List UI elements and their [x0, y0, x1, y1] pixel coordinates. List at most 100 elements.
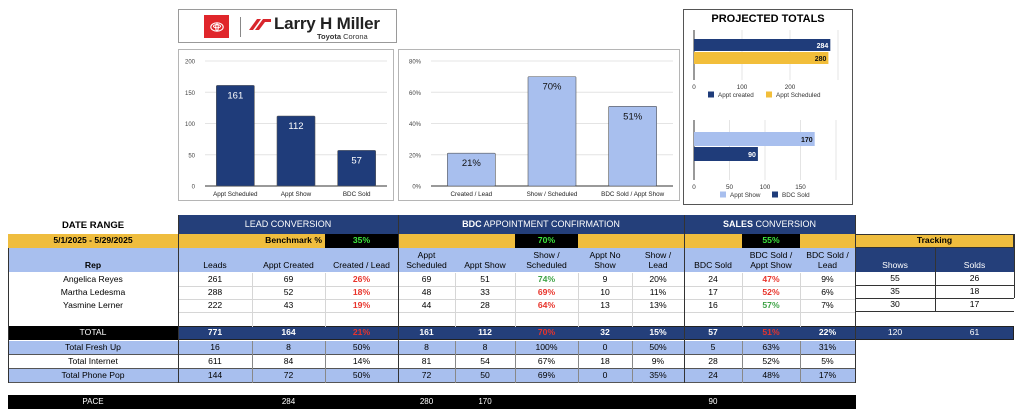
- total-bdc-sold-appt-show: 51%: [762, 327, 780, 338]
- column-header-bdc-sold-appt-show[interactable]: BDC Sold / Appt Show: [742, 248, 800, 272]
- source-show-scheduled: 67%: [537, 356, 556, 367]
- x-tick-label: 0: [692, 84, 696, 91]
- rep-bdc-sold: 17: [708, 286, 718, 297]
- column-header-rep[interactable]: Rep: [8, 248, 178, 272]
- source-appt-no-show: 18: [600, 356, 610, 367]
- source-name: Total Internet: [68, 356, 118, 367]
- rep-appt-scheduled: 44: [421, 299, 432, 310]
- y-tick-label: 0: [192, 185, 196, 191]
- source-show-scheduled: 100%: [535, 342, 558, 353]
- source-leads: 144: [207, 370, 223, 381]
- projected-totals-title: PROJECTED TOTALS: [711, 13, 825, 25]
- total-appt-scheduled: 161: [419, 327, 434, 338]
- total-bdc-sold-lead: 22%: [818, 327, 837, 338]
- x-tick-label: 50: [726, 184, 734, 191]
- column-divider: [8, 248, 9, 383]
- data-label: 21%: [462, 158, 482, 169]
- data-label: 112: [288, 121, 303, 132]
- projected-appt-chart: 0 100 200 284 280 Appt created Appt Scheduled: [692, 30, 839, 99]
- column-header-show-lead[interactable]: Show / Lead: [632, 248, 684, 272]
- conversion-rate-chart: 0% 20% 40% 60% 80% 21% Created / Lead 70% Show /…: [398, 49, 680, 201]
- source-created-lead: 50%: [352, 342, 371, 353]
- column-divider: [742, 273, 743, 327]
- rep-name: Angelica Reyes: [63, 273, 123, 284]
- x-tick-label: 150: [795, 184, 806, 191]
- total-solds: 61: [969, 327, 980, 338]
- legend-label: Appt Scheduled: [776, 92, 821, 99]
- column-header-show-scheduled[interactable]: Show / Scheduled: [515, 248, 578, 272]
- column-header-leads[interactable]: Leads: [178, 248, 252, 272]
- appointments-count-chart-svg: 0 50 100 150 200 161 Appt Scheduled 112 Appt Sho…: [185, 60, 387, 198]
- bar-appt-scheduled: [694, 52, 829, 64]
- legend-label: Appt created: [718, 92, 754, 99]
- x-category-label: Appt Scheduled: [213, 191, 258, 198]
- source-show-lead: 35%: [649, 370, 667, 381]
- column-header-bdc-sold-lead[interactable]: BDC Sold / Lead: [800, 248, 855, 272]
- legend-swatch: [766, 91, 772, 98]
- y-tick-label: 20%: [409, 153, 422, 159]
- legend-swatch: [772, 191, 778, 198]
- benchmark-lead: 35%: [325, 234, 398, 248]
- column-divider: [325, 273, 326, 327]
- rep-bdc-sold-appt-show: 57%: [762, 299, 780, 310]
- source-bdc-sold-appt-show: 48%: [762, 370, 780, 381]
- date-range-value[interactable]: 5/1/2025 - 5/29/2025: [8, 234, 178, 248]
- source-name: Total Phone Pop: [61, 370, 125, 381]
- rep-leads: 261: [207, 273, 223, 284]
- total-bdc-sold: 57: [708, 327, 718, 338]
- source-bdc-sold: 5: [710, 342, 716, 353]
- rep-appt-show: 33: [480, 286, 490, 297]
- source-created-lead: 14%: [352, 356, 371, 367]
- data-label: 51%: [623, 111, 643, 122]
- rep-bdc-sold-appt-show: 52%: [762, 286, 780, 297]
- x-category-label: Show / Scheduled: [527, 191, 578, 198]
- column-divider: [515, 273, 516, 327]
- source-appt-created: 84: [283, 356, 294, 367]
- data-label: 90: [748, 152, 756, 159]
- source-bdc-sold-appt-show: 63%: [762, 342, 780, 353]
- rep-bdc-sold-lead: 9%: [821, 273, 834, 284]
- legend-swatch: [720, 191, 726, 198]
- rep-bdc-sold-lead: 7%: [821, 299, 834, 310]
- column-header-bdc-sold[interactable]: BDC Sold: [684, 248, 742, 272]
- x-tick-label: 100: [737, 84, 748, 91]
- rep-name: Yasmine Lerner: [62, 299, 124, 310]
- source-bdc-sold: 28: [708, 356, 718, 367]
- column-header-appt-show[interactable]: Appt Show: [455, 248, 515, 272]
- bar-show-scheduled: [527, 76, 577, 187]
- rep-show-scheduled: 64%: [537, 299, 556, 310]
- source-appt-no-show: 0: [602, 342, 608, 353]
- gold-fill: [398, 234, 515, 248]
- y-tick-label: 150: [185, 91, 196, 97]
- bar-appt-created: [694, 39, 831, 51]
- total-appt-created: 164: [281, 327, 296, 338]
- source-row: [8, 369, 855, 383]
- rep-appt-scheduled: 69: [421, 273, 432, 284]
- column-header-created-lead[interactable]: Created / Lead: [325, 248, 398, 272]
- y-tick-label: 60%: [409, 91, 422, 97]
- column-divider: [632, 273, 633, 327]
- rep-solds: 17: [935, 299, 1014, 312]
- column-header-appt-no-show[interactable]: Appt No Show: [578, 248, 632, 272]
- column-header-appt-created[interactable]: Appt Created: [252, 248, 325, 272]
- column-header-appt-scheduled[interactable]: Appt Scheduled: [398, 248, 455, 272]
- section-lead-conversion: LEAD CONVERSION: [178, 215, 398, 234]
- pace-appt-show: 170: [478, 397, 492, 407]
- pace-appt-created: 284: [281, 397, 296, 407]
- rep-created-lead: 26%: [352, 273, 371, 284]
- column-header-shows[interactable]: Shows: [855, 248, 935, 272]
- source-bdc-sold-lead: 31%: [818, 342, 837, 353]
- pace-row: [8, 395, 856, 409]
- y-tick-label: 40%: [409, 122, 422, 128]
- rep-appt-show: 51: [480, 273, 490, 284]
- source-show-scheduled: 69%: [537, 370, 556, 381]
- bar-appt-show: [276, 115, 316, 187]
- rep-shows: 55: [855, 273, 935, 286]
- column-header-solds[interactable]: Solds: [935, 248, 1014, 272]
- source-show-lead: 50%: [649, 342, 667, 353]
- rep-bdc-sold-appt-show: 47%: [762, 273, 780, 284]
- source-appt-scheduled: 81: [421, 356, 432, 367]
- column-divider: [398, 215, 399, 383]
- legend-label: Appt Show: [730, 192, 761, 199]
- pace-appt-scheduled: 280: [419, 397, 434, 407]
